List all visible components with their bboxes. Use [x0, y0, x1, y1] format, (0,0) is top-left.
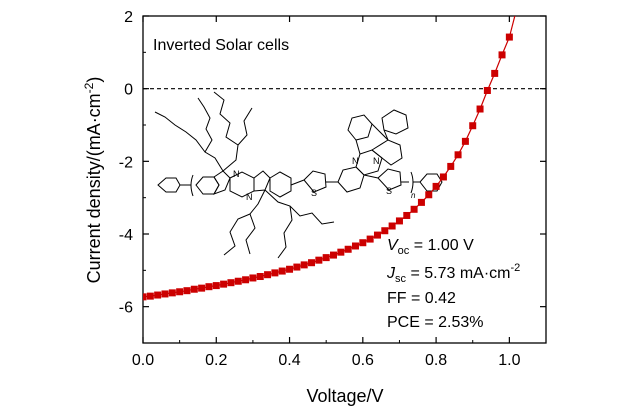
polymer-structure-diagram — [154, 91, 443, 259]
data-point — [161, 290, 169, 298]
data-point — [403, 211, 411, 219]
data-point — [256, 273, 264, 281]
data-point — [212, 282, 220, 290]
axis-ticks: 0.0 0.2 0.4 0.6 0.8 1.0 2 0 -2 -4 -6 — [119, 9, 547, 369]
data-point — [388, 222, 396, 230]
data-point — [483, 86, 491, 94]
data-point — [242, 276, 250, 284]
jsc-text: Jsc = 5.73 mA·cm-2 — [386, 262, 520, 285]
nitrogen-label: N — [373, 156, 380, 166]
data-point — [143, 293, 147, 301]
voc-value: = 1.00 V — [409, 237, 474, 254]
data-point — [373, 231, 381, 239]
data-point — [381, 227, 389, 235]
data-point — [264, 271, 272, 279]
data-point — [234, 277, 242, 285]
data-point — [351, 242, 359, 250]
voc-subscript: oc — [398, 245, 410, 257]
jsc-symbol: J — [386, 265, 396, 282]
y-axis-label: Current density/(mA·cm-2) — [82, 77, 104, 284]
data-point — [505, 33, 513, 41]
jsc-value: = 5.73 mA·cm — [406, 265, 510, 282]
pce-text: PCE = 2.53% — [387, 314, 484, 331]
ff-text: FF = 0.42 — [387, 290, 456, 307]
y-axis-label-sup: -2 — [82, 82, 96, 93]
structure-atom-labels: N N S N N S n — [233, 156, 416, 202]
data-point — [227, 279, 235, 287]
y-axis-label-close: ) — [84, 77, 104, 83]
data-point — [359, 239, 367, 247]
x-axis-label: Voltage/V — [306, 386, 383, 406]
voc-text: Voc = 1.00 V — [387, 237, 474, 257]
x-tick-label: 0.8 — [425, 352, 447, 369]
data-point — [293, 263, 301, 271]
y-tick-label: -6 — [119, 300, 133, 317]
data-point — [366, 235, 374, 243]
data-point — [447, 162, 455, 170]
jsc-superscript: -2 — [510, 262, 520, 274]
data-point — [322, 254, 330, 262]
data-point — [278, 267, 286, 275]
data-point — [308, 259, 316, 267]
data-point — [198, 284, 206, 292]
series-group — [143, 5, 520, 301]
voc-symbol: V — [387, 237, 399, 254]
data-point — [300, 261, 308, 269]
data-point — [454, 151, 462, 159]
data-point — [476, 105, 484, 113]
data-point — [330, 251, 338, 259]
data-point — [249, 274, 257, 282]
x-tick-label: 0.0 — [132, 352, 154, 369]
sulfur-label: S — [386, 186, 392, 196]
data-point — [205, 283, 213, 291]
sulfur-label: S — [311, 188, 317, 198]
x-tick-label: 0.2 — [205, 352, 227, 369]
data-point — [417, 198, 425, 206]
x-tick-label: 1.0 — [498, 352, 520, 369]
chart-annotation-title: Inverted Solar cells — [153, 37, 289, 54]
data-point — [337, 248, 345, 256]
data-point — [461, 137, 469, 145]
data-point — [315, 256, 323, 264]
data-point — [176, 288, 184, 296]
nitrogen-label: N — [246, 192, 253, 202]
y-tick-label: -4 — [119, 227, 133, 244]
y-tick-label: -2 — [119, 154, 133, 171]
x-tick-label: 0.6 — [352, 352, 374, 369]
data-point — [439, 173, 447, 181]
data-point — [183, 287, 191, 295]
data-point — [286, 265, 294, 273]
y-axis-label-main: Current density/(mA·cm — [84, 93, 104, 283]
data-point — [425, 191, 433, 199]
plot-frame — [142, 15, 547, 344]
y-tick-label: 2 — [124, 9, 133, 26]
y-tick-label: 0 — [124, 82, 133, 99]
data-point — [146, 292, 154, 300]
data-point — [513, 5, 520, 12]
data-point — [410, 205, 418, 213]
repeat-unit-label: n — [411, 191, 416, 200]
data-point — [344, 245, 352, 253]
x-tick-label: 0.4 — [278, 352, 300, 369]
data-point — [395, 217, 403, 225]
jsc-subscript: sc — [395, 273, 407, 285]
data-point — [432, 182, 440, 190]
device-parameters: Voc = 1.00 V Jsc = 5.73 mA·cm-2 FF = 0.4… — [386, 237, 520, 331]
nitrogen-label: N — [233, 169, 240, 179]
data-point — [168, 289, 176, 297]
data-point — [154, 291, 162, 299]
data-point — [498, 51, 506, 59]
data-point — [220, 280, 228, 288]
data-point — [271, 269, 279, 277]
data-point — [491, 69, 499, 77]
data-point — [469, 122, 477, 130]
nitrogen-label: N — [352, 156, 359, 166]
data-point — [190, 285, 198, 293]
jv-series — [143, 5, 520, 301]
